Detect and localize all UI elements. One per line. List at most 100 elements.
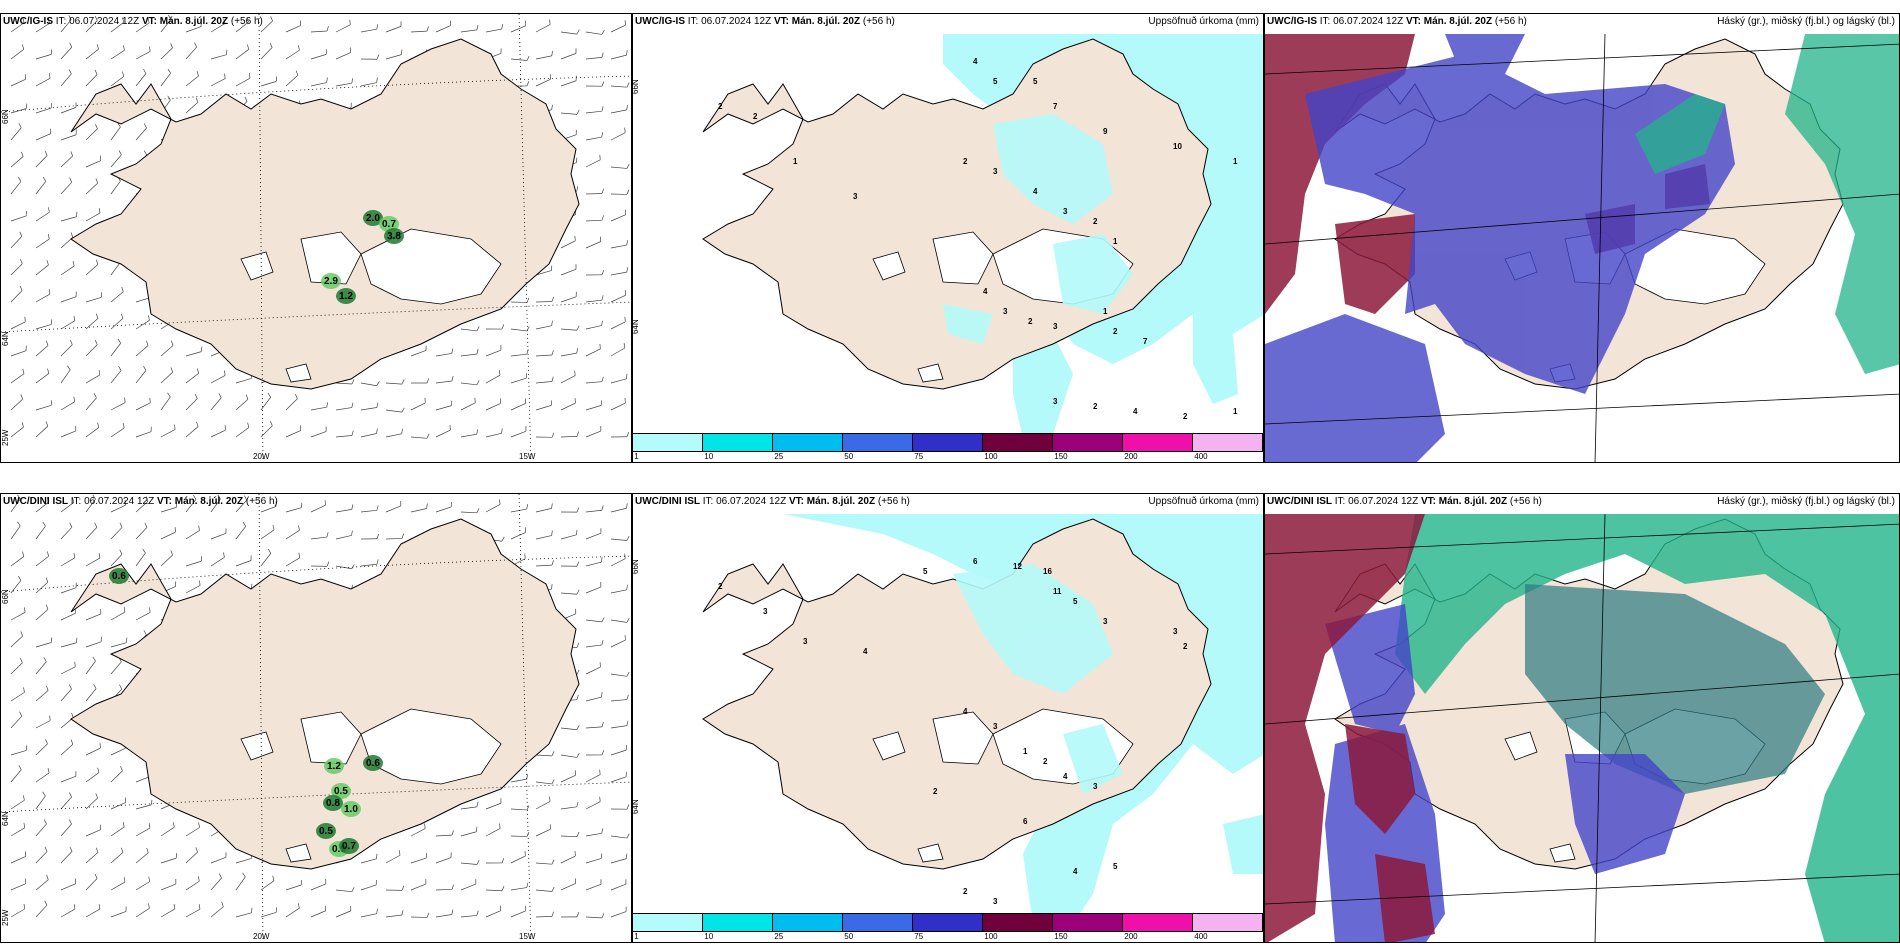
wind-barb [285, 398, 298, 411]
wind-barb [210, 54, 227, 60]
precip-value-label: 3 [993, 897, 998, 906]
wind-barb [10, 580, 22, 594]
wind-barb [110, 881, 126, 891]
wind-barb [60, 823, 72, 837]
wind-barb-flag [426, 433, 430, 439]
wind-barb [610, 639, 626, 648]
precip-spot [109, 568, 129, 584]
wind-barb [85, 829, 101, 837]
precip-spot-label: 0.6 [366, 758, 380, 769]
wind-barb-flag [122, 822, 125, 828]
wind-barb-flag [601, 505, 604, 511]
wind-barb-flag [245, 394, 249, 400]
wind-barb [460, 511, 477, 514]
wind-barb-flag [626, 584, 628, 590]
wind-barb [135, 431, 152, 438]
wind-barb [160, 531, 176, 540]
wind-barb [60, 19, 72, 33]
wind-barb-flag [121, 286, 124, 292]
colorbar-tick-label: 1 [634, 932, 639, 941]
wind-barb-flag [97, 767, 100, 773]
wind-barb [85, 527, 98, 540]
lat-label-66: 66N [1, 109, 10, 124]
wind-barb [585, 832, 602, 837]
wind-barb [110, 770, 123, 783]
panel-subtitle: Uppsöfnuð úrkoma (mm) [1148, 16, 1259, 27]
wind-barb-flag [549, 796, 551, 802]
wind-barb-flag [23, 903, 26, 909]
wind-barb-flag [376, 24, 379, 30]
wind-barb-flag [424, 823, 426, 829]
wind-barb [610, 24, 626, 33]
wind-barb [585, 381, 602, 384]
wind-barb [185, 880, 200, 891]
wind-barb-flag [297, 903, 300, 909]
wind-barb-flag [626, 189, 630, 195]
wind-barb [310, 30, 327, 33]
precip-value-label: 5 [1033, 77, 1038, 86]
wind-barb-flag [46, 551, 50, 557]
wind-barb [585, 159, 601, 168]
wind-barb-flag [599, 796, 601, 802]
wind-barb-flag [142, 548, 146, 554]
wind-barb-flag [626, 267, 629, 273]
wind-barb [585, 219, 602, 222]
wind-barb [85, 641, 102, 648]
wind-barb [135, 881, 150, 891]
wind-map-top: 2.00.73.8 2.91.2 [1, 14, 631, 462]
wind-barb [160, 72, 171, 87]
wind-barb [510, 25, 526, 33]
wind-barb [60, 320, 75, 330]
wind-barb-flag [526, 882, 529, 888]
wind-barb [360, 382, 377, 387]
wind-barb-flag [551, 350, 554, 356]
wind-barb-flag [171, 340, 174, 346]
wind-barb [10, 263, 23, 276]
panel-title: UWC/DINI ISL IT: 06.07.2024 12Z VT: Mán.… [1267, 496, 1542, 507]
wind-barb-flag [251, 583, 253, 589]
wind-barb [310, 406, 327, 411]
wind-barb [310, 536, 327, 540]
wind-barb [610, 725, 627, 729]
wind-barb-flag [242, 521, 247, 527]
wind-barb-flag [601, 295, 604, 301]
precip-spot [363, 210, 383, 226]
wind-barb [10, 769, 22, 783]
wind-barb [110, 343, 121, 357]
wind-barb-flag [298, 552, 301, 558]
wind-barb-flag [376, 559, 379, 565]
wind-barb-flag [143, 68, 147, 74]
wind-barb-flag [269, 42, 273, 48]
wind-barb [310, 431, 327, 438]
wind-barb-flag [120, 766, 123, 771]
wind-barb-flag [576, 529, 578, 535]
wind-barb [85, 498, 96, 513]
panel-cloud-bottom: UWC/DINI ISL IT: 06.07.2024 12Z VT: Mán.… [1264, 493, 1900, 943]
wind-barb-flag [47, 234, 50, 240]
wind-barb [260, 81, 277, 87]
wind-barb-flag [199, 580, 201, 586]
colorbar-swatch [913, 434, 983, 451]
colorbar-swatch [703, 434, 773, 451]
wind-barb-flag [198, 525, 200, 531]
wind-barb-flag [476, 801, 479, 807]
lat-label-64: 64N [632, 799, 640, 814]
colorbar-tick-label: 25 [774, 452, 784, 461]
panel-subtitle: Háský (gr.), miðský (fj.bl.) og lágský (… [1717, 16, 1895, 27]
wind-barb-flag [426, 378, 430, 384]
wind-barb-flag [398, 850, 401, 856]
cloud-cover-low [1265, 514, 1435, 942]
wind-barb [260, 20, 273, 33]
wind-barb [60, 369, 71, 384]
wind-barb-flag [247, 44, 250, 50]
wind-barb [610, 619, 627, 623]
wind-barb-flag [95, 313, 99, 319]
lon-label-15: 15W [519, 932, 536, 941]
wind-barb [110, 527, 123, 540]
wind-barb-flag [576, 801, 579, 807]
wind-barb-flag [23, 687, 25, 693]
wind-barb [135, 612, 151, 621]
wind-barb [560, 727, 577, 731]
colorbar-swatch [773, 434, 843, 451]
wind-barb-flag [70, 232, 74, 238]
